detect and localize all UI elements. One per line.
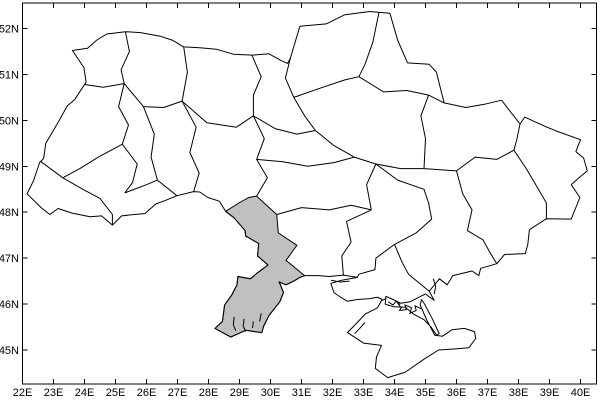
- x-tick-label: 26E: [137, 387, 157, 399]
- x-tick-label: 24E: [75, 387, 95, 399]
- oblast-border-line: [358, 76, 445, 104]
- oblast-border-line: [356, 163, 433, 278]
- oblast-border-line: [181, 100, 200, 192]
- axis-ticks-group: [22, 3, 597, 384]
- oblast-border-line: [315, 130, 377, 165]
- coastal-detail-group: [232, 278, 437, 334]
- oblast-border-line: [118, 83, 129, 145]
- oblast-border-line: [420, 94, 430, 169]
- x-tick-label: 28E: [199, 387, 219, 399]
- x-tick-label: 40E: [571, 387, 591, 399]
- coastline-detail-line: [330, 279, 350, 283]
- oblast-border-line: [120, 31, 130, 84]
- highlighted-region-odesa-oblast: [214, 195, 306, 338]
- x-tick-label: 34E: [385, 387, 405, 399]
- plot-box: [22, 2, 597, 385]
- x-tick-label: 27E: [168, 387, 188, 399]
- x-tick-label: 29E: [230, 387, 250, 399]
- highlighted-region-group: [214, 195, 306, 338]
- x-tick-label: 25E: [106, 387, 126, 399]
- oblast-border-line: [251, 54, 262, 116]
- x-tick-label: 35E: [416, 387, 436, 399]
- coastline-detail-line: [354, 322, 366, 334]
- y-tick-label: 49N: [0, 161, 19, 173]
- oblast-border-line: [121, 143, 138, 194]
- oblast-border-line: [181, 46, 188, 102]
- oblast-border-line: [358, 12, 380, 77]
- oblast-border-line: [293, 76, 360, 98]
- y-tick-label: 46N: [0, 299, 19, 311]
- x-tick-label: 33E: [354, 387, 374, 399]
- oblast-border-line: [123, 83, 183, 108]
- oblast-border-line: [84, 83, 125, 88]
- x-tick-label: 32E: [323, 387, 343, 399]
- x-tick-label: 39E: [540, 387, 560, 399]
- oblast-border-line: [253, 115, 316, 135]
- x-tick-label: 36E: [447, 387, 467, 399]
- coastline-detail-line: [432, 278, 437, 295]
- coastline-detail-line: [232, 316, 237, 331]
- y-axis-tick-labels: 45N 46N 47N 48N 49N 50N 51N 52N: [0, 24, 19, 358]
- oblast-border-line: [513, 149, 547, 219]
- oblast-border-line: [256, 156, 355, 167]
- coastline-detail-line: [242, 318, 247, 332]
- ukraine-country-outline: [26, 11, 588, 379]
- oblast-border-line: [284, 58, 316, 131]
- oblast-border-line: [62, 143, 123, 179]
- oblast-border-line: [456, 170, 498, 264]
- x-tick-label: 38E: [509, 387, 529, 399]
- coastline-detail-line: [397, 302, 422, 315]
- x-tick-label: 22E: [13, 387, 33, 399]
- coastline-detail-line: [252, 321, 254, 329]
- oblast-border-line: [375, 163, 424, 170]
- oblast-border-line: [513, 123, 521, 151]
- x-tick-label: 37E: [478, 387, 498, 399]
- x-axis-tick-labels: 22E 23E 24E 25E 26E 27E 28E 29E 30E 31E 32E 33E 34E 3…: [13, 387, 591, 399]
- x-tick-label: 23E: [44, 387, 64, 399]
- x-tick-label: 30E: [261, 387, 281, 399]
- oblast-border-line: [276, 204, 372, 215]
- y-tick-label: 48N: [0, 207, 19, 219]
- oblast-border-line: [341, 209, 372, 276]
- y-tick-label: 47N: [0, 253, 19, 265]
- country-outline-group: [26, 11, 588, 379]
- oblast-border-line: [423, 149, 515, 172]
- oblast-border-line: [40, 161, 113, 226]
- oblast-border-line: [394, 244, 430, 292]
- y-tick-label: 45N: [0, 345, 19, 357]
- oblast-border-line: [124, 179, 178, 197]
- oblast-border-line: [181, 100, 254, 128]
- oblast-border-line: [252, 115, 268, 197]
- coastline-detail-line: [259, 313, 262, 322]
- coastline-detail-line: [388, 300, 401, 306]
- y-tick-label: 50N: [0, 115, 19, 127]
- y-tick-label: 52N: [0, 24, 19, 36]
- y-tick-label: 51N: [0, 69, 19, 81]
- oblast-border-line: [366, 163, 377, 210]
- oblast-borders-group: [40, 12, 547, 292]
- oblast-border-line: [142, 106, 158, 181]
- coastline-detail-line: [381, 298, 387, 301]
- x-tick-label: 31E: [292, 387, 312, 399]
